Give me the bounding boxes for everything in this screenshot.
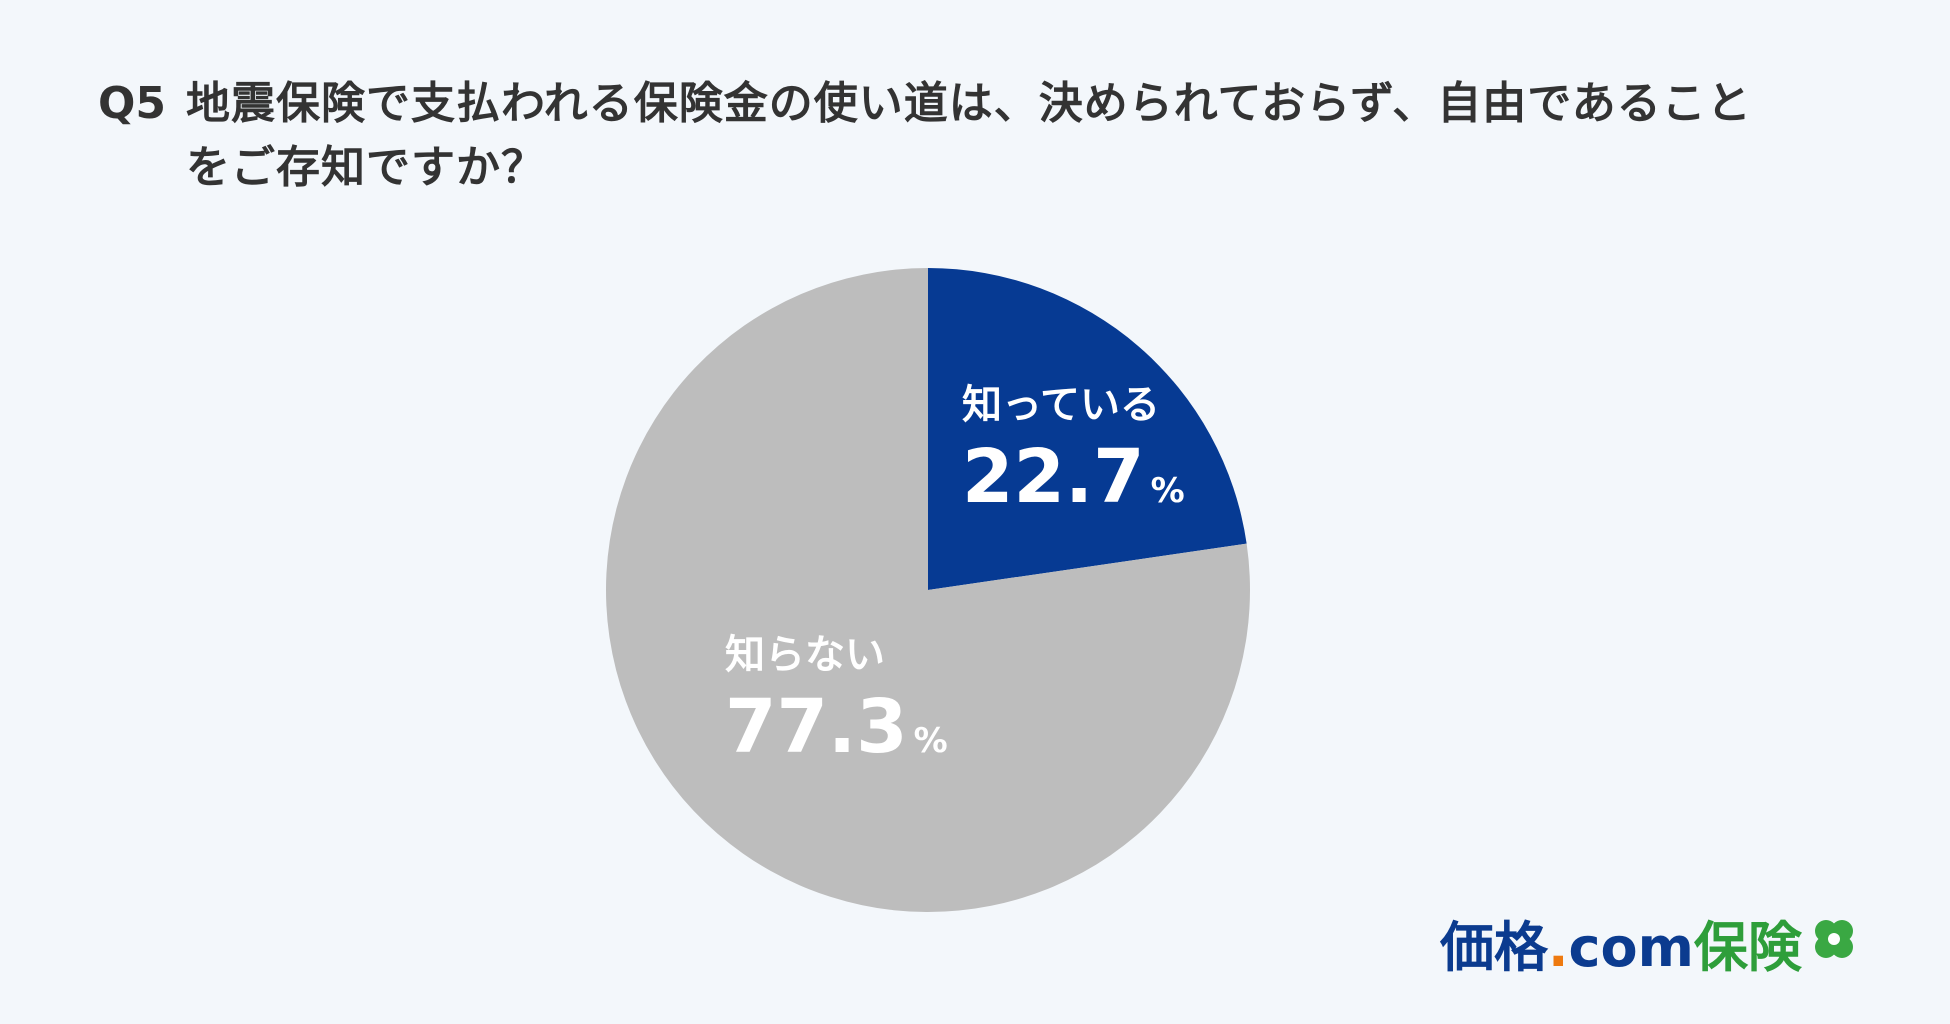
pie-slice-dont-know — [606, 268, 1250, 912]
question-heading: Q5 地震保険で支払われる保険金の使い道は、決められておらず、自由であることをご… — [98, 72, 1878, 200]
logo-dot-text: . — [1548, 916, 1569, 979]
question-number: Q5 — [98, 78, 167, 129]
percent-unit: % — [1151, 471, 1185, 511]
slice-category-label: 知っている — [962, 382, 1160, 428]
pie-slices — [606, 268, 1250, 912]
clover-icon — [1806, 911, 1862, 985]
logo-hoken-text: 保険 — [1693, 916, 1802, 979]
slice-category-label: 知らない — [725, 632, 885, 678]
question-text: 地震保険で支払われる保険金の使い道は、決められておらず、自由であることをご存知で… — [186, 78, 1752, 193]
pie-slice-know — [928, 268, 1247, 590]
kakaku-com-hoken-logo: 価格 . com 保険 — [1440, 912, 1862, 984]
percent-unit: % — [914, 721, 948, 761]
logo-com-text: com — [1568, 916, 1694, 979]
logo-kakaku-text: 価格 — [1440, 916, 1548, 979]
